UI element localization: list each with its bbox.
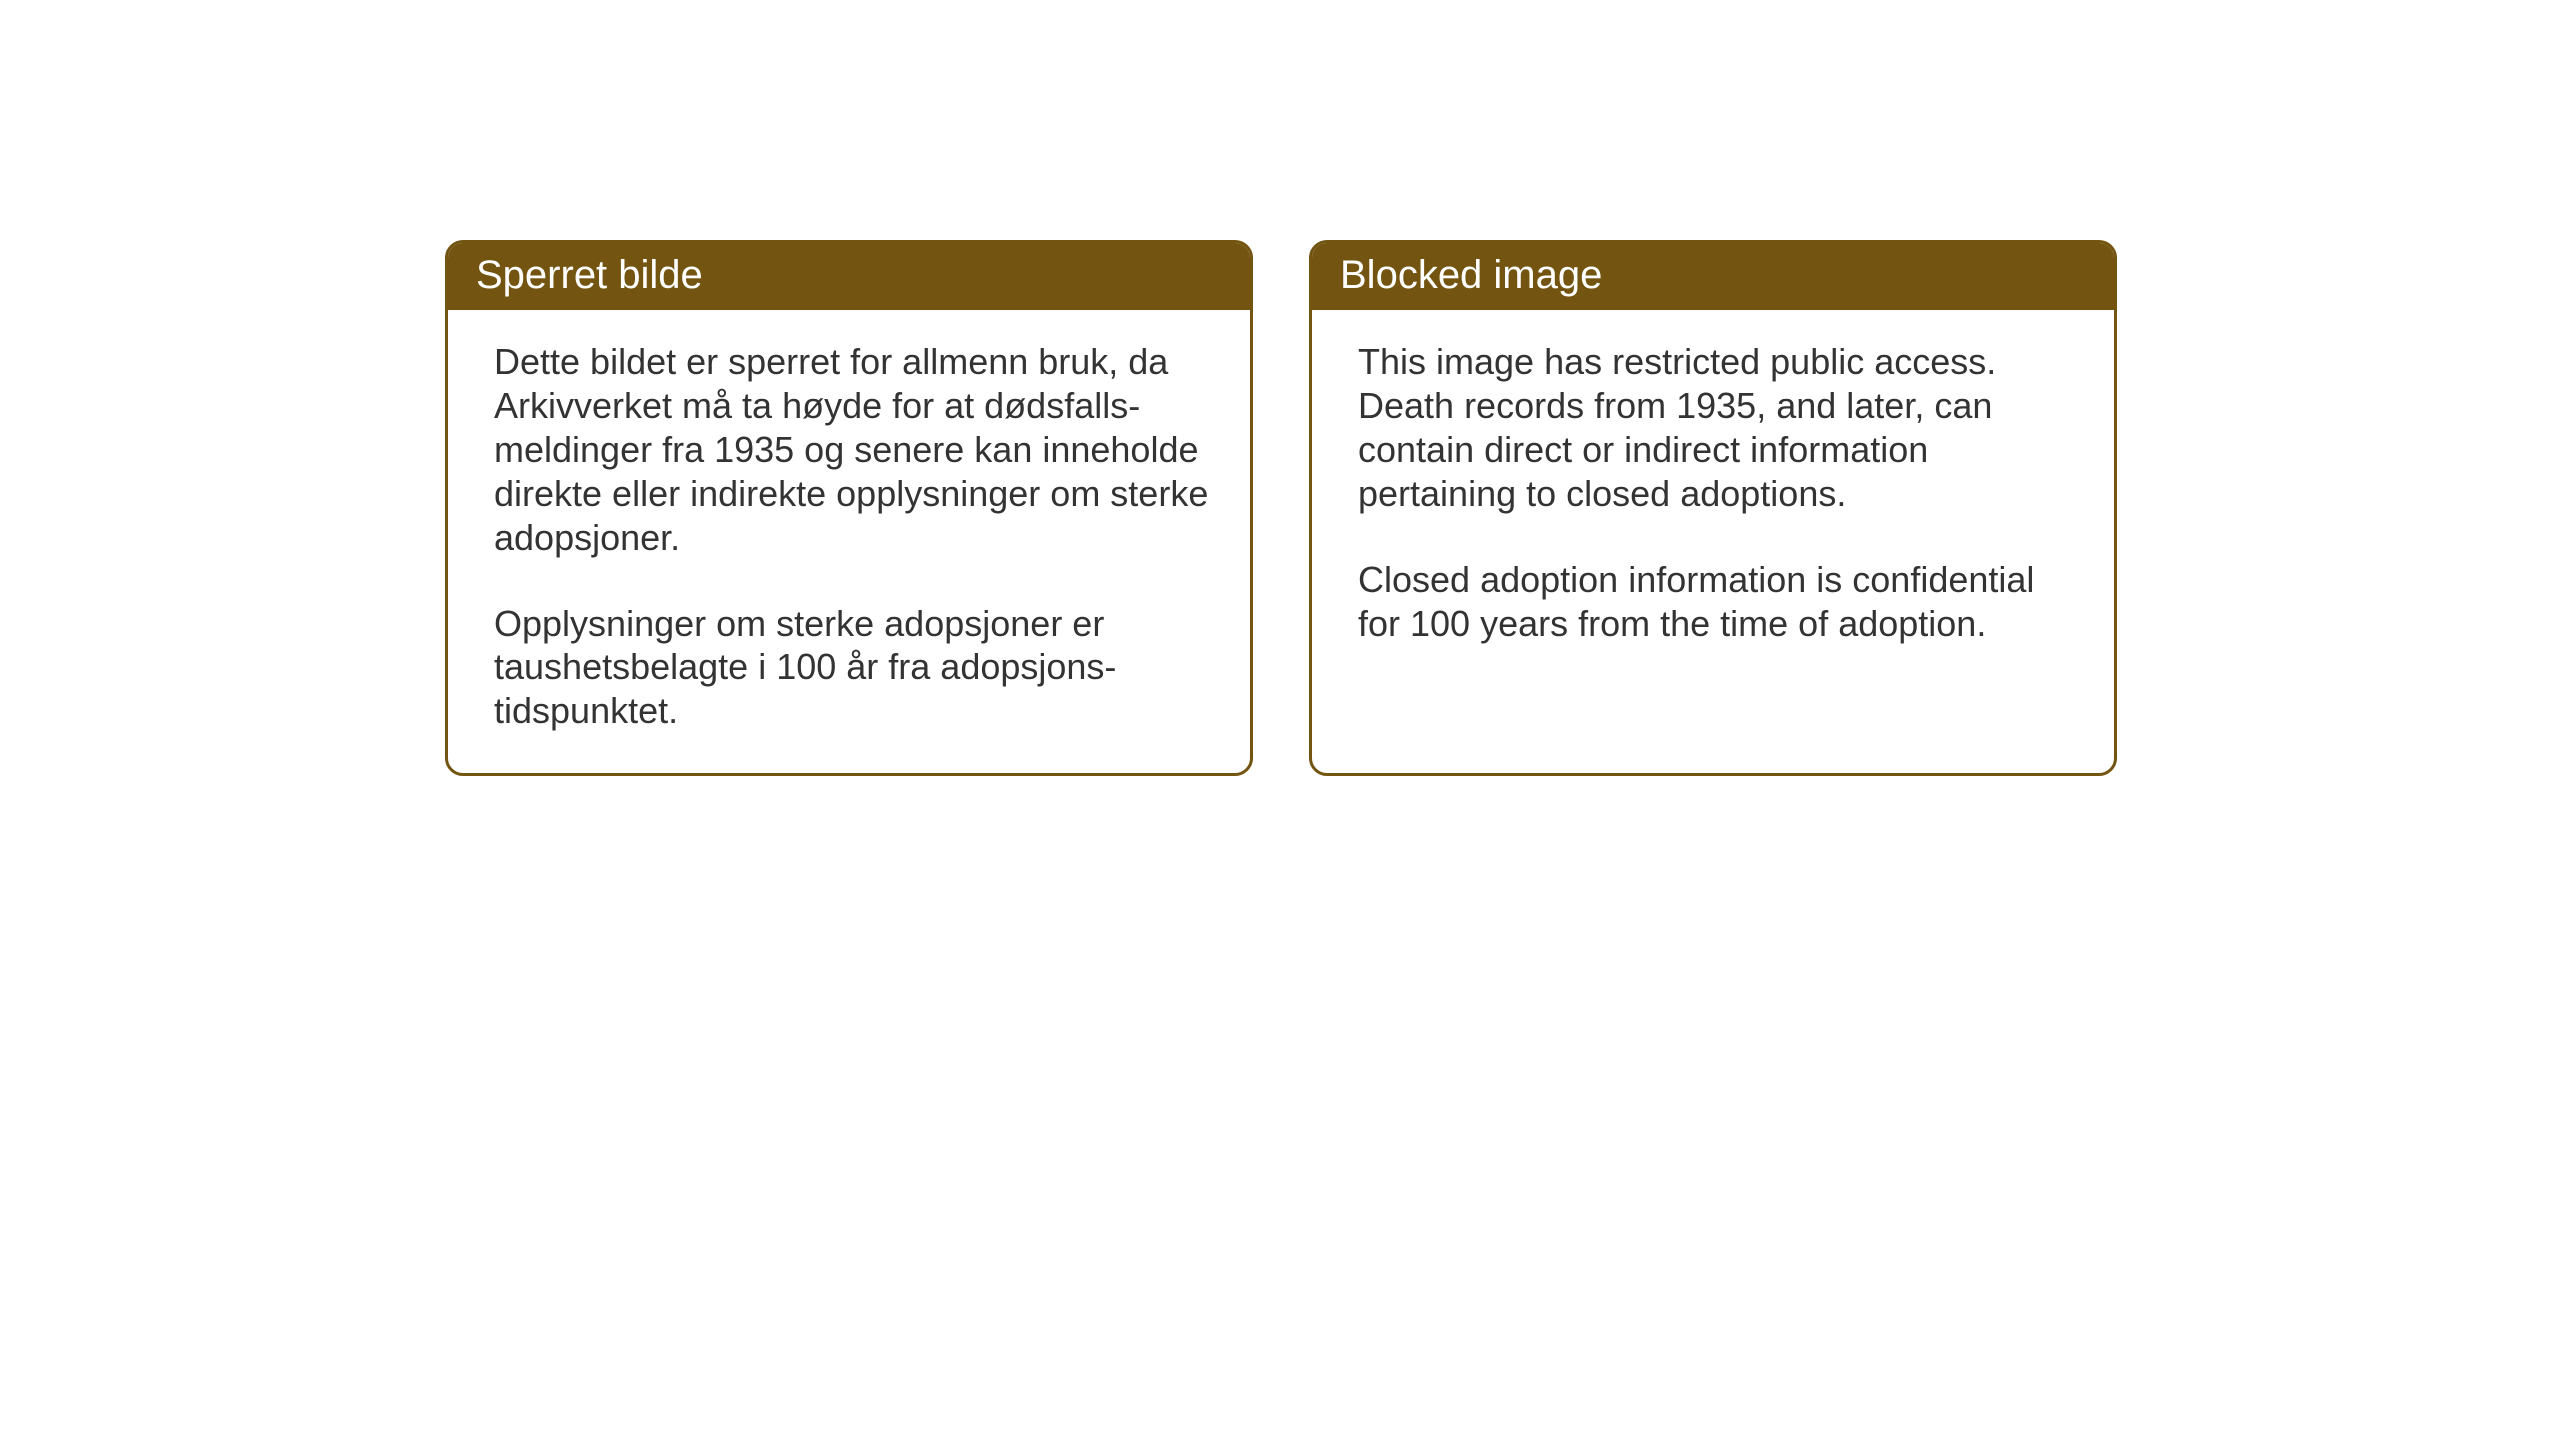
card-body-english: This image has restricted public access.… xyxy=(1312,310,2114,685)
card-body-norwegian: Dette bildet er sperret for allmenn bruk… xyxy=(448,310,1250,773)
card-english: Blocked image This image has restricted … xyxy=(1309,240,2117,776)
card-paragraph-2-english: Closed adoption information is confident… xyxy=(1358,558,2074,646)
card-paragraph-1-english: This image has restricted public access.… xyxy=(1358,340,2074,516)
card-header-norwegian: Sperret bilde xyxy=(448,243,1250,310)
card-title-norwegian: Sperret bilde xyxy=(476,253,703,297)
card-norwegian: Sperret bilde Dette bildet er sperret fo… xyxy=(445,240,1253,776)
cards-container: Sperret bilde Dette bildet er sperret fo… xyxy=(445,240,2117,776)
card-title-english: Blocked image xyxy=(1340,253,1602,297)
card-header-english: Blocked image xyxy=(1312,243,2114,310)
card-paragraph-2-norwegian: Opplysninger om sterke adopsjoner er tau… xyxy=(494,602,1210,734)
card-paragraph-1-norwegian: Dette bildet er sperret for allmenn bruk… xyxy=(494,340,1210,560)
